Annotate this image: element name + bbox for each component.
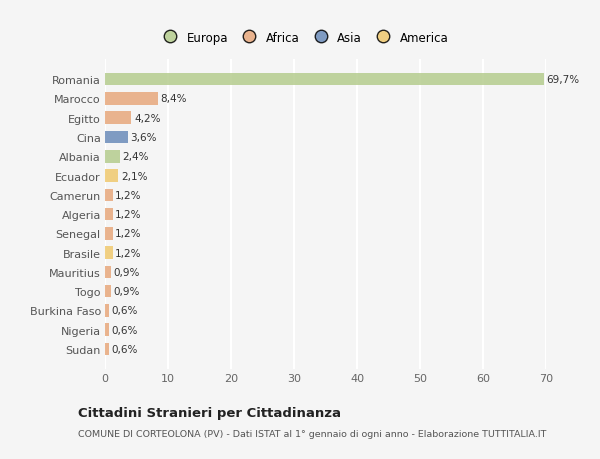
Bar bbox=[105, 131, 128, 144]
Bar bbox=[105, 93, 158, 106]
Text: 1,2%: 1,2% bbox=[115, 210, 142, 219]
Text: 0,6%: 0,6% bbox=[112, 344, 137, 354]
Bar bbox=[105, 266, 110, 279]
Text: 1,2%: 1,2% bbox=[115, 229, 142, 239]
Bar bbox=[105, 343, 109, 355]
Text: 0,9%: 0,9% bbox=[113, 286, 140, 297]
Legend: Europa, Africa, Asia, America: Europa, Africa, Asia, America bbox=[158, 32, 449, 45]
Bar bbox=[105, 189, 113, 202]
Bar bbox=[105, 74, 544, 86]
Bar bbox=[105, 151, 120, 163]
Bar bbox=[105, 170, 118, 182]
Bar bbox=[105, 304, 109, 317]
Text: 0,6%: 0,6% bbox=[112, 306, 137, 316]
Text: 69,7%: 69,7% bbox=[547, 75, 580, 85]
Text: 1,2%: 1,2% bbox=[115, 248, 142, 258]
Text: 2,4%: 2,4% bbox=[122, 152, 149, 162]
Bar bbox=[105, 208, 113, 221]
Text: 0,9%: 0,9% bbox=[113, 267, 140, 277]
Text: 3,6%: 3,6% bbox=[130, 133, 157, 143]
Text: 2,1%: 2,1% bbox=[121, 171, 147, 181]
Text: 8,4%: 8,4% bbox=[160, 94, 187, 104]
Bar bbox=[105, 228, 113, 240]
Bar bbox=[105, 247, 113, 259]
Text: Cittadini Stranieri per Cittadinanza: Cittadini Stranieri per Cittadinanza bbox=[78, 406, 341, 419]
Text: 1,2%: 1,2% bbox=[115, 190, 142, 200]
Text: 4,2%: 4,2% bbox=[134, 113, 160, 123]
Text: COMUNE DI CORTEOLONA (PV) - Dati ISTAT al 1° gennaio di ogni anno - Elaborazione: COMUNE DI CORTEOLONA (PV) - Dati ISTAT a… bbox=[78, 429, 547, 438]
Bar bbox=[105, 285, 110, 298]
Text: 0,6%: 0,6% bbox=[112, 325, 137, 335]
Bar bbox=[105, 324, 109, 336]
Bar bbox=[105, 112, 131, 125]
